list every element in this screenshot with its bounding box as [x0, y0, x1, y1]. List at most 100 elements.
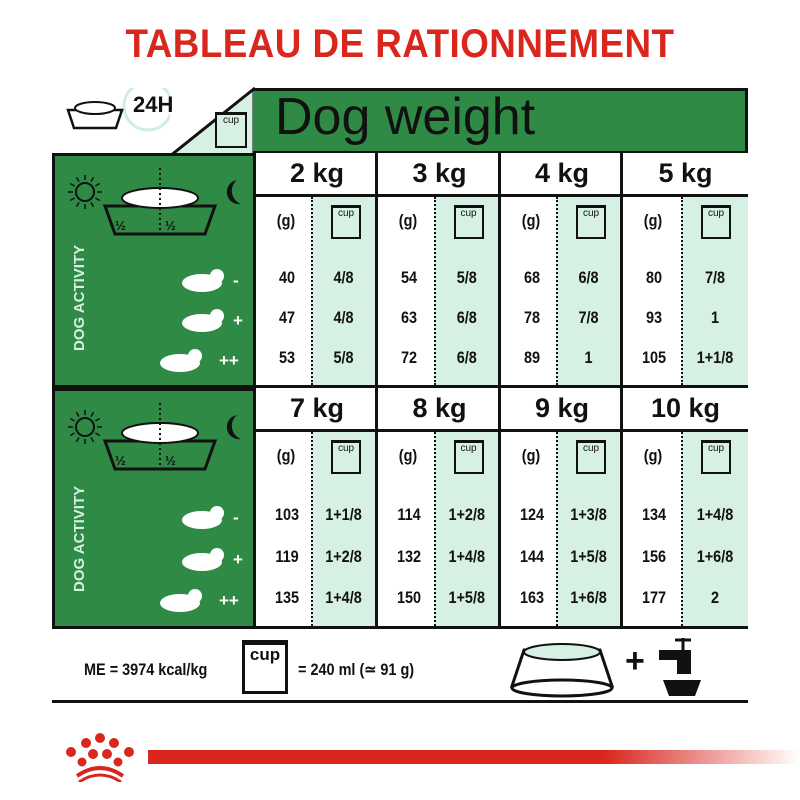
cups-value: 4/8 [333, 268, 354, 287]
grams-value: 177 [641, 588, 667, 607]
half-right: ½ [165, 453, 176, 468]
grams-value: 124 [519, 505, 545, 524]
plus-sign: + [625, 642, 645, 680]
page-title: TABLEAU DE RATIONNEMENT [125, 22, 675, 66]
cup-label: cup [582, 208, 600, 219]
dog-weight-title: Dog weight [275, 88, 536, 146]
cup-equivalence: = 240 ml (≃ 91 g) [298, 660, 415, 679]
cups-value: 7/8 [578, 308, 599, 327]
day-night-bowl-icon [68, 168, 241, 236]
grams-value: 105 [641, 348, 667, 367]
grams-value: 63 [400, 308, 418, 327]
activity-panel: ½ ½ DOG ACTIVITY - + ++ [52, 388, 253, 629]
activity-level: - [233, 508, 239, 527]
grams-header: (g) [521, 211, 541, 230]
cups-value: 1+4/8 [325, 588, 362, 607]
grams-header: (g) [398, 211, 418, 230]
cup-icon: cup [576, 205, 606, 239]
grams-value: 89 [523, 348, 541, 367]
grams-value: 47 [278, 308, 296, 327]
water-tap-icon [659, 638, 701, 696]
cup-column [681, 197, 748, 385]
grams-value: 54 [400, 268, 418, 287]
cups-value: 1+5/8 [570, 547, 607, 566]
activity-level: ++ [219, 591, 239, 610]
weight-header: 2 kg [256, 153, 378, 197]
weight-header: 9 kg [501, 388, 623, 432]
weight-header: 3 kg [378, 153, 501, 197]
cup-column [556, 197, 623, 385]
weight-column: 8 kg (g) cup 114 1+2/8 132 1+4/8 150 1+5/8 [375, 388, 501, 629]
cup-icon: cup [331, 205, 361, 239]
grams-header: (g) [643, 446, 663, 465]
grams-header: (g) [276, 211, 296, 230]
dog-standing-icon [182, 548, 224, 571]
cup-column [311, 432, 378, 626]
cup-label: cup [249, 645, 281, 664]
weight-column: 9 kg (g) cup 124 1+3/8 144 1+5/8 163 1+6/8 [498, 388, 623, 629]
weight-header: 5 kg [623, 153, 748, 197]
cup-icon: cup [242, 640, 288, 694]
grams-value: 144 [519, 547, 545, 566]
weight-column: 4 kg (g) cup 68 6/8 78 7/8 89 1 [498, 153, 623, 388]
cup-label: cup [460, 443, 477, 454]
day-night-bowl-icon [68, 403, 241, 471]
cups-value: 1+2/8 [447, 505, 485, 524]
cups-value: 1+6/8 [696, 547, 734, 566]
cup-label: cup [337, 443, 355, 454]
grams-value: 150 [396, 588, 422, 607]
grams-header: (g) [521, 446, 541, 465]
cup-icon: cup [453, 205, 484, 239]
cups-value: 1 [584, 348, 593, 367]
half-right: ½ [165, 218, 176, 233]
dog-running-icon [160, 589, 202, 612]
weight-column: 2 kg (g) cup 40 4/8 47 4/8 53 5/8 [253, 153, 378, 388]
grams-value: 156 [641, 547, 667, 566]
dog-activity-label: DOG ACTIVITY [71, 485, 88, 592]
cups-value: 1+4/8 [447, 547, 485, 566]
grams-value: 134 [641, 505, 667, 524]
cup-label: cup [707, 208, 725, 219]
weight-column: 7 kg (g) cup 103 1+1/8 119 1+2/8 135 1+4/8 [253, 388, 378, 629]
duration-label: 24H [133, 92, 174, 117]
grams-header: (g) [643, 211, 663, 230]
grams-value: 103 [274, 505, 300, 524]
cups-value: 6/8 [456, 308, 477, 327]
cups-value: 4/8 [333, 308, 354, 327]
grams-header: (g) [398, 446, 418, 465]
grams-value: 72 [400, 348, 418, 367]
cups-value: 1+4/8 [696, 505, 734, 524]
cup-label: cup [460, 208, 477, 219]
weight-header: 10 kg [623, 388, 748, 432]
cups-value: 1+2/8 [325, 547, 362, 566]
cups-value: 1 [710, 308, 720, 327]
grams-value: 80 [645, 268, 663, 287]
cups-value: 6/8 [578, 268, 599, 287]
weight-column: 3 kg (g) cup 54 5/8 63 6/8 72 6/8 [375, 153, 501, 388]
cup-icon: cup [453, 440, 484, 474]
cup-column [311, 197, 378, 385]
cups-value: 5/8 [456, 268, 477, 287]
food-bowl-icon [509, 643, 615, 698]
cup-icon: cup [215, 112, 247, 148]
weight-column: 10 kg (g) cup 134 1+4/8 156 1+6/8 177 2 [620, 388, 748, 629]
grams-value: 163 [519, 588, 545, 607]
grams-header: (g) [276, 446, 296, 465]
cup-icon: cup [331, 440, 361, 474]
brand-bar [148, 750, 800, 764]
grams-value: 114 [397, 505, 421, 524]
grams-value: 93 [645, 308, 663, 327]
cup-label: cup [222, 115, 240, 126]
cup-icon: cup [701, 205, 731, 239]
grams-value: 40 [278, 268, 296, 287]
cups-value: 5/8 [333, 348, 354, 367]
cups-value: 1+6/8 [570, 588, 607, 607]
activity-level: ++ [219, 351, 239, 370]
cups-value: 1+1/8 [325, 505, 362, 524]
cups-value: 7/8 [704, 268, 726, 287]
cups-value: 1+5/8 [447, 588, 485, 607]
grams-value: 78 [523, 308, 541, 327]
activity-level: - [233, 271, 239, 290]
grams-value: 135 [274, 588, 300, 607]
royal-canin-logo [66, 733, 134, 782]
